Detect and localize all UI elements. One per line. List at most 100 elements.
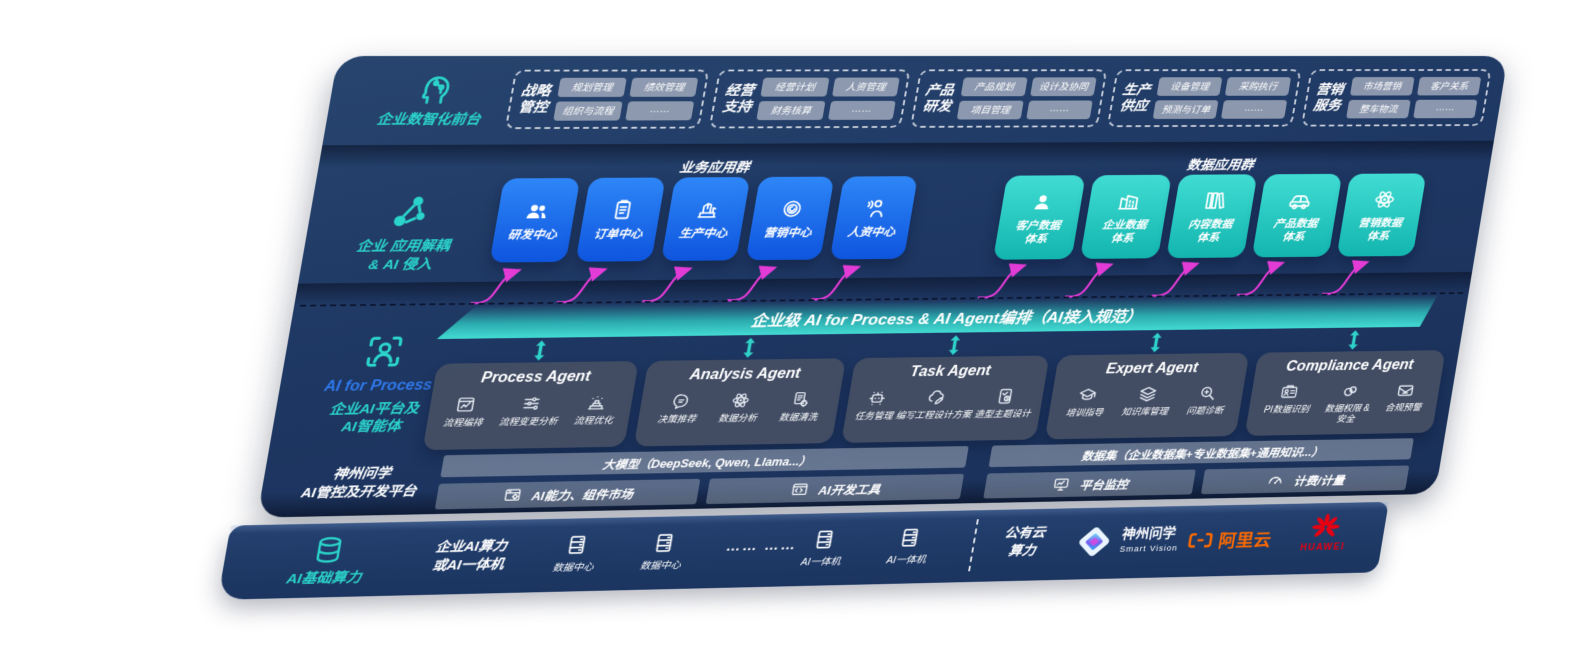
agent-capability: 决策推荐 [656, 391, 701, 426]
business-app-label: 人资中心 [846, 225, 897, 239]
group-pills: 产品规划 设计及协同 项目管理…… [956, 77, 1097, 120]
platform-cell: 计费/计量 [1200, 465, 1410, 495]
capability-pill: 设计及协同 [1030, 77, 1097, 97]
capability-pill: 绩效管理 [629, 77, 699, 97]
group-strategy-control: 战略 管控 规划管理 绩效管理 组织与流程…… [504, 69, 710, 130]
business-app-row: 研发中心 订单中心 生产中心 营销中心 [489, 176, 918, 263]
platform-brand: 神州问学 [331, 466, 393, 483]
platform-name: AI管控及开发平台 [299, 483, 418, 501]
agent-capability-label: 培训指导 [1064, 408, 1104, 419]
agent-capability-icon [789, 389, 813, 409]
infra-node-label: 数据中心 [551, 561, 595, 574]
smartvision-logo: 神州问学 Smart Vision [1073, 522, 1183, 560]
business-app-card: 生产中心 [660, 177, 751, 261]
perspective-wrap: 企业数智化前台 战略 管控 规划管理 绩效管理 组织与流程…… 经营 支持 经营计划 人资… [242, 56, 1508, 601]
agent-capability-label: 知识库管理 [1120, 407, 1169, 418]
platform-cell-icon [1050, 475, 1072, 493]
group-label-line1: 产品 [924, 82, 956, 98]
agent-capability: 编写工程设计方案 [895, 387, 976, 422]
capability-pill: 客户关系 [1416, 76, 1482, 96]
agent-capability: 培训指导 [1065, 385, 1108, 419]
agent-capability-label: 流程变更分析 [497, 416, 559, 428]
data-app-card: 营销数据 体系 [1336, 173, 1427, 257]
server-icon [650, 531, 679, 555]
agent-capability-label: 合规预警 [1384, 403, 1422, 414]
agent-capability: 流程变更分析 [498, 393, 563, 429]
agent-card-title: Task Agent [909, 363, 992, 380]
agent-capability: 问题诊断 [1185, 383, 1227, 417]
agent-capability-icon [1136, 384, 1160, 404]
agent-capability-icon [519, 393, 544, 413]
capability-pill: 产品规划 [960, 77, 1028, 97]
agent-capability-label: 编写工程设计方案 [894, 410, 973, 422]
agent-capability: 合规预警 [1384, 380, 1426, 414]
database-icon [309, 534, 348, 566]
ai-platform-label-line2: AI智能体 [340, 418, 403, 436]
agent-capability-icon [728, 390, 753, 410]
platform-cell-label: 平台监控 [1078, 477, 1130, 492]
data-app-label-line2: 体系 [1281, 230, 1306, 243]
data-app-icon [1285, 188, 1314, 212]
business-app-icon [607, 197, 637, 222]
agent-card-title: Compliance Agent [1285, 357, 1415, 375]
business-app-card: 研发中心 [489, 177, 581, 263]
agent-capability: 造型主题设计 [973, 386, 1035, 421]
smartvision-name: 神州问学 [1120, 526, 1178, 543]
capability-pill: …… [1412, 99, 1478, 119]
platform-cell: AI能力、组件市场 [434, 478, 700, 510]
platform-cell-label: AI开发工具 [817, 482, 882, 497]
huawei-flower-icon [1308, 512, 1344, 543]
capability-pill: 项目管理 [956, 100, 1024, 120]
business-app-label: 生产中心 [678, 226, 729, 240]
agent-capability-icon [1339, 381, 1362, 401]
huawei-logo: HUAWEI [1283, 511, 1366, 553]
business-app-label: 研发中心 [506, 227, 559, 242]
platform-cell: 平台监控 [983, 469, 1196, 499]
dataset-bar: 数据集（企业数据集+专业数据集+通用知识...） [988, 438, 1414, 468]
group-production-supply: 生产 供应 设备管理 采购执行 预测与订单…… [1107, 69, 1302, 128]
agent-card-expert: Expert Agent 培训指导 知识库管理 问题诊断 [1044, 352, 1250, 440]
agent-capability-icon [667, 391, 692, 411]
data-apps-title: 数据应用群 [1185, 158, 1255, 173]
head-circuit-icon [410, 69, 458, 108]
group-marketing-service: 营销 服务 市场营销 客户关系 整车物流…… [1300, 69, 1492, 127]
public-cloud-label-line1: 公有云 [1003, 525, 1047, 542]
agent-capability-label: 数据分析 [717, 413, 758, 425]
capability-pill: …… [625, 101, 695, 121]
agent-capability-label: 流程优化 [572, 415, 614, 427]
agent-capability-icon [1076, 385, 1100, 405]
ai-bus-label: 企业级 AI for Process & AI Agent编排（AI接入规范） [749, 307, 1144, 330]
agent-capability: 数据权限 & 安全 [1322, 381, 1374, 426]
agent-cards-row: Process Agent 流程编排 流程变更分析 流程优化 [422, 350, 1446, 451]
agent-card-title: Process Agent [480, 368, 592, 387]
double-arrow-icon [528, 339, 552, 361]
front-office-label: 企业数智化前台 [375, 111, 482, 128]
infra-node-label: 数据中心 [639, 559, 682, 572]
infrastructure-band: AI基础算力 企业AI算力 或AI一体机 数据中心 数据中心 …… …… AI一… [217, 501, 1389, 600]
business-app-card: 营销中心 [745, 176, 835, 261]
aliyun-name: 阿里云 [1217, 531, 1273, 551]
capability-pill: …… [1221, 100, 1287, 119]
agent-capability: 流程编排 [442, 394, 487, 429]
business-app-icon [692, 197, 722, 222]
business-app-label: 营销中心 [762, 225, 813, 240]
server-icon [562, 533, 591, 557]
front-office-groups: 战略 管控 规划管理 绩效管理 组织与流程…… 经营 支持 经营计划 人资管理 财务核算……… [504, 69, 1492, 130]
agent-capability-label: 数据权限 & 安全 [1323, 403, 1371, 425]
agent-capability-label: 问题诊断 [1185, 406, 1224, 417]
agent-capability-label: 流程编排 [442, 418, 484, 429]
group-label-line2: 支持 [721, 98, 753, 115]
data-app-card: 内容数据 体系 [1166, 174, 1258, 259]
data-app-icon [1027, 189, 1056, 213]
agent-card-title: Analysis Agent [688, 366, 802, 384]
capability-pill: 设备管理 [1156, 77, 1223, 96]
group-operation-support: 经营 支持 经营计划 人资管理 财务核算…… [709, 69, 911, 129]
aliyun-logo: 阿里云 [1184, 525, 1273, 553]
capability-pill: 财务核算 [756, 101, 826, 121]
platform-cell-label: 计费/计量 [1292, 473, 1346, 488]
capability-pill: 经营计划 [760, 77, 830, 97]
platform-cell-label: AI能力、组件市场 [530, 486, 635, 503]
huawei-name: HUAWEI [1299, 542, 1346, 554]
business-app-icon [777, 196, 807, 221]
data-app-row: 客户数据 体系 企业数据 体系 内容数据 体系 产品数据 体系 [992, 173, 1427, 260]
